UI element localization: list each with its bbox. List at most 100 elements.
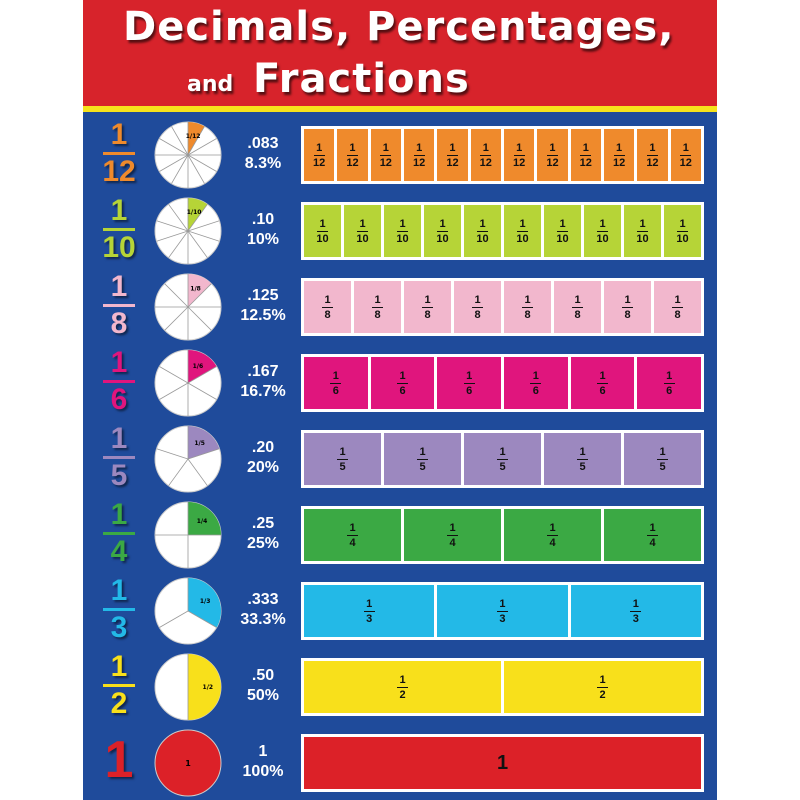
segment-denominator: 10 (636, 232, 649, 245)
pie-slice-label: 1/8 (190, 286, 201, 293)
segment-denominator: 10 (596, 232, 609, 245)
pie-slice-label: 1/3 (200, 598, 211, 605)
segment-denominator: 3 (632, 612, 639, 625)
decimal-value: .083 (247, 135, 279, 152)
pie-chart: 1/3 (154, 577, 222, 645)
big-fraction: 1 12 (97, 120, 141, 187)
segment-denominator: 12 (646, 156, 659, 169)
segment-denominator: 8 (674, 308, 681, 321)
percent-value: 50% (246, 687, 280, 704)
fraction-segment: 1 10 (504, 205, 541, 257)
pie-highlight-slice (188, 122, 205, 155)
fraction-segment: 1 12 (670, 129, 701, 181)
fraction-segment: 1 12 (603, 129, 635, 181)
segment-numerator: 1 (516, 141, 523, 154)
pie-divider (187, 220, 220, 232)
denominator: 2 (110, 687, 128, 720)
segment-denominator: 6 (399, 384, 406, 397)
fraction-segment: 1 12 (537, 129, 568, 181)
fraction-segment: 1 10 (584, 205, 621, 257)
segment-numerator: 1 (474, 293, 481, 306)
fraction-bar (103, 532, 135, 535)
pie-highlight-slice (188, 578, 221, 628)
fraction-bar (103, 380, 135, 383)
segment-bar (380, 154, 392, 156)
segment-bar (330, 382, 342, 384)
segment-denominator: 4 (649, 536, 656, 549)
pie-slice-label: 1/10 (187, 209, 202, 216)
pie-chart: 1/8 (154, 273, 222, 341)
percent-value: 20% (246, 459, 280, 476)
numerator: 1 (110, 118, 128, 151)
decimal-value: 1 (258, 743, 268, 760)
segment-denominator: 12 (479, 156, 492, 169)
segment-bar (446, 154, 458, 156)
pie-divider (187, 610, 217, 628)
segment-bar (577, 458, 588, 460)
pie-divider (159, 154, 189, 172)
segment-numerator: 1 (374, 293, 381, 306)
segment-denominator: 8 (474, 308, 481, 321)
fraction-row: 1 2 1/2.50 50% 1 2 1 2 (83, 652, 717, 722)
decimal-percent: .20 20% (228, 438, 298, 478)
percent-value: 8.3% (244, 155, 282, 172)
pie-divider (168, 230, 189, 258)
segment-bar (397, 230, 408, 232)
title-line-1: Decimals, Percentages, (123, 4, 675, 50)
segment-denominator: 8 (324, 308, 331, 321)
segment-bar (413, 154, 425, 156)
segment-denominator: 12 (413, 156, 426, 169)
segment-numerator: 1 (339, 445, 346, 458)
segment-numerator: 1 (399, 369, 406, 382)
pie-chart: 1/4 (154, 501, 222, 569)
segment-bar (530, 382, 542, 384)
denominator: 8 (110, 307, 128, 340)
segment-bar (363, 610, 375, 612)
segment-numerator: 1 (549, 521, 556, 534)
big-fraction: 1 (104, 731, 134, 789)
segment-numerator: 1 (579, 445, 586, 458)
segment-denominator: 6 (466, 384, 473, 397)
pie-divider (171, 154, 189, 184)
fraction-segment: 1 10 (464, 205, 501, 257)
segment-numerator: 1 (679, 217, 686, 230)
segment-bar (480, 154, 492, 156)
segment-numerator: 1 (582, 141, 589, 154)
pie-divider (171, 126, 189, 156)
segment-denominator: 4 (349, 536, 356, 549)
numerator: 1 (110, 422, 128, 455)
segment-bar (397, 382, 408, 384)
segment-denominator: 12 (612, 156, 626, 169)
pie-highlight-slice (188, 502, 221, 535)
fraction-row: 1 6 1/6.167 16.7% 1 6 1 6 1 6 1 6 1 6 1 6 (83, 348, 717, 418)
segment-numerator: 1 (682, 141, 689, 154)
segment-denominator: 4 (549, 536, 556, 549)
fraction-segment: 1 10 (384, 205, 421, 257)
pie-slice-label: 1/4 (197, 518, 208, 525)
fraction-strip: 1 12 1 12 1 12 1 12 1 12 1 12 1 12 1 12 1 12 1 12 1 12 1 12 (301, 126, 704, 184)
segment-bar (357, 230, 368, 232)
segment-denominator: 2 (399, 688, 406, 701)
pie-chart: 1/6 (154, 349, 222, 417)
denominator: 10 (102, 231, 136, 264)
pie-divider (168, 458, 189, 486)
segment-denominator: 10 (676, 232, 689, 245)
segment-numerator: 1 (479, 217, 486, 230)
pie-divider (156, 448, 189, 460)
segment-numerator: 1 (366, 597, 373, 610)
fraction-row: 1 10 1/10.10 10% 1 10 1 10 1 10 1 10 1 10 1 10 1 10 1 10 1 10… (83, 196, 717, 266)
pie-divider (159, 366, 189, 384)
